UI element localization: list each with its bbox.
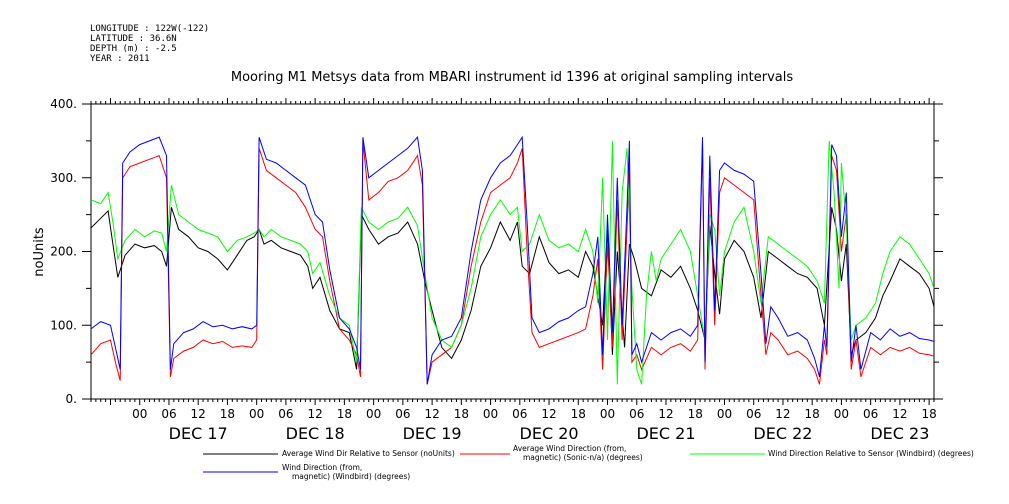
y-tick-label: 400.	[50, 97, 77, 111]
y-axis-title: noUnits	[32, 227, 47, 277]
x-tick-label: 12	[892, 407, 907, 421]
x-tick-label: 18	[688, 407, 703, 421]
y-tick-label: 300.	[50, 171, 77, 185]
x-day-label: DEC 21	[636, 424, 695, 443]
x-tick-label: 00	[249, 407, 264, 421]
x-tick-label: 06	[863, 407, 878, 421]
x-day-label: DEC 17	[169, 424, 228, 443]
plot-border	[90, 103, 935, 400]
x-tick-label: 06	[161, 407, 176, 421]
x-tick-label: 18	[921, 407, 936, 421]
legend-label-4: magnetic) (Windbird) (degrees)	[292, 472, 410, 481]
legend: Average Wind Dir Relative to Sensor (noU…	[203, 444, 974, 481]
metadata-block: LONGITUDE : 122W(-122) LATITUDE : 36.6N …	[90, 24, 209, 64]
y-tick-label: 200.	[50, 245, 77, 259]
x-tick-label: 06	[278, 407, 293, 421]
x-tick-label: 18	[454, 407, 469, 421]
legend-label-3: Wind Direction Relative to Sensor (Windb…	[768, 449, 974, 458]
x-axis: 00 06 12 18 00 06 12 18 00 06 12 18 00 06 12 18 00 06 12 18…	[90, 98, 937, 443]
series-line-3	[90, 140, 935, 385]
x-tick-label: 00	[834, 407, 849, 421]
y-axis: 0. 100. 200. 300. 400.	[50, 97, 943, 406]
x-tick-label: 00	[132, 407, 147, 421]
x-tick-label: 06	[395, 407, 410, 421]
x-tick-label: 18	[337, 407, 352, 421]
x-tick-label: 12	[658, 407, 673, 421]
x-day-label: DEC 20	[520, 424, 579, 443]
series-line-2	[90, 140, 935, 385]
x-day-label: DEC 22	[753, 424, 812, 443]
x-tick-label: 06	[746, 407, 761, 421]
x-tick-label: 00	[600, 407, 615, 421]
x-day-label: DEC 18	[286, 424, 345, 443]
plot-frame	[90, 103, 935, 400]
x-tick-label: 06	[629, 407, 644, 421]
x-tick-label: 12	[191, 407, 206, 421]
x-tick-label: 00	[717, 407, 732, 421]
x-tick-label: 00	[366, 407, 381, 421]
x-day-label: DEC 23	[870, 424, 929, 443]
y-tick-label: 0.	[66, 392, 77, 406]
x-tick-label: 00	[483, 407, 498, 421]
x-tick-label: 12	[308, 407, 323, 421]
longitude-label: LONGITUDE : 122W(-122)	[90, 24, 209, 34]
legend-label-2: magnetic) (Sonic-n/a) (degrees)	[523, 453, 643, 462]
x-tick-label: 12	[775, 407, 790, 421]
series-layer	[90, 135, 935, 385]
x-tick-label: 18	[571, 407, 586, 421]
x-tick-label: 18	[220, 407, 235, 421]
legend-label-1: Average Wind Dir Relative to Sensor (noU…	[282, 449, 455, 458]
depth-label: DEPTH (m) : -2.5	[90, 44, 177, 54]
x-tick-label: 12	[541, 407, 556, 421]
year-label: YEAR : 2011	[90, 54, 150, 64]
chart-title: Mooring M1 Metsys data from MBARI instru…	[231, 70, 793, 85]
x-tick-label: 06	[512, 407, 527, 421]
series-line-4	[90, 135, 935, 385]
series-line-1	[90, 207, 935, 370]
x-day-label: DEC 19	[403, 424, 462, 443]
latitude-label: LATITUDE : 36.6N	[90, 34, 177, 44]
legend-label-2: Average Wind Direction (from,	[513, 444, 626, 453]
x-tick-label: 12	[424, 407, 439, 421]
legend-label-4: Wind Direction (from,	[282, 463, 362, 472]
x-tick-label: 18	[805, 407, 820, 421]
y-tick-label: 100.	[50, 318, 77, 332]
